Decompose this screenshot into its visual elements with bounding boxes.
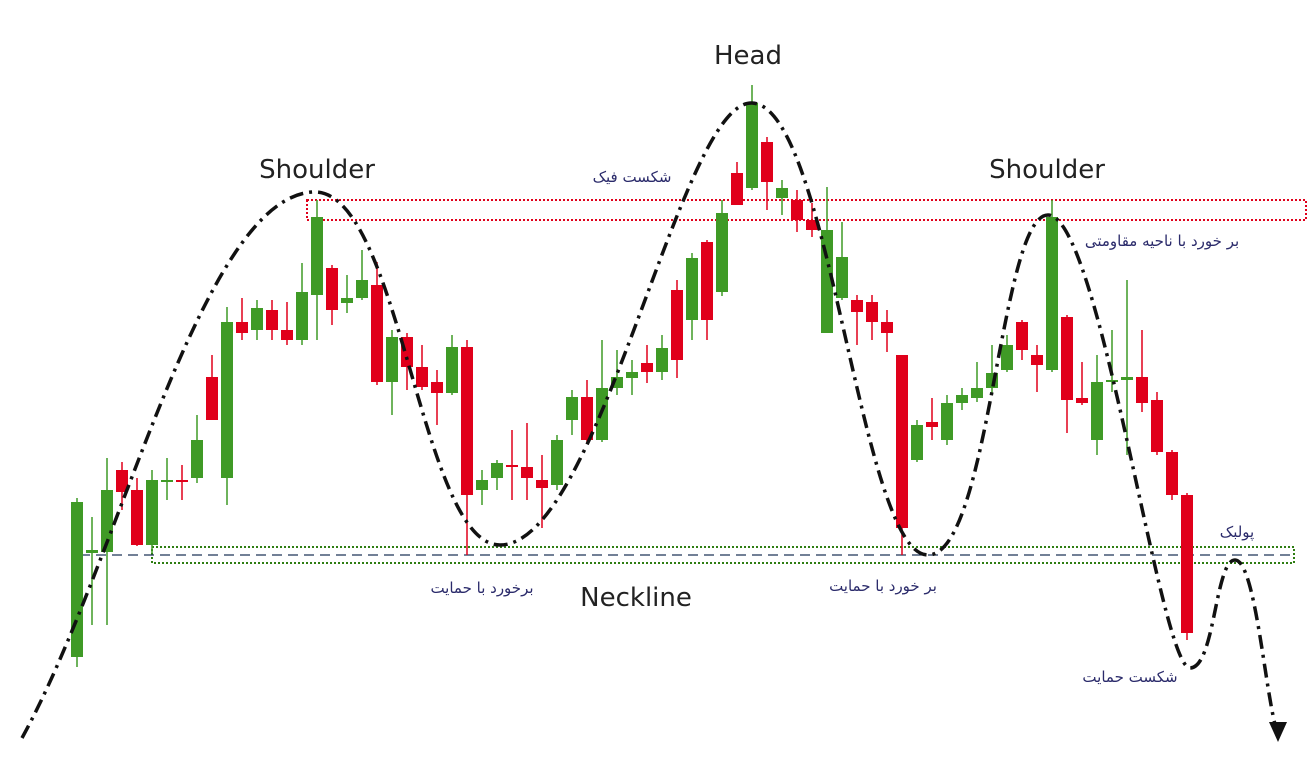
candle-body [1001,345,1013,370]
shoulder-label: Shoulder [259,155,375,185]
candle-body [1151,400,1163,452]
candle-body [476,480,488,490]
head-label: Head [714,41,782,71]
candle-body [521,467,533,478]
shoulder-label: Shoulder [989,155,1105,185]
candle-body [371,285,383,382]
candle-body [146,480,158,545]
resistance-touch-label: بر خورد با ناحیه مقاومتی [1085,232,1239,250]
candle-body [791,200,803,220]
candle-body [491,463,503,478]
candle-body [746,103,758,188]
candle-body [656,348,668,372]
candle-body [416,367,428,387]
candle-body [581,397,593,440]
candle-body [116,470,128,492]
candle-body [911,425,923,460]
candle-body [776,188,788,198]
candle-body [806,220,818,230]
candle-body [536,480,548,488]
candle-body [161,480,173,482]
candle-body [206,377,218,420]
candle-body [851,300,863,312]
candle-body [131,490,143,545]
candle-body [731,173,743,205]
candle-body [881,322,893,333]
candles [71,85,1193,667]
candle-body [1106,380,1118,382]
candle-body [716,213,728,292]
candle-body [341,298,353,303]
candle-body [1061,317,1073,400]
candle-body [266,310,278,330]
candle-body [431,382,443,393]
candle-body [326,268,338,310]
candle-body [101,490,113,552]
candle-body [566,397,578,420]
support-touch-label: برخورد با حمایت [430,579,533,597]
candle-body [626,372,638,378]
candle-body [1091,382,1103,440]
candle-body [551,440,563,485]
candle-body [971,388,983,398]
candle-body [1031,355,1043,365]
candle-body [641,363,653,372]
candle-body [296,292,308,340]
candle-body [701,242,713,320]
candle-body [176,480,188,482]
candle-body [191,440,203,478]
candle-body [671,290,683,360]
candle-body [236,322,248,333]
pattern-curve [20,101,1278,739]
candle-body [251,308,263,330]
candle-body [356,280,368,298]
candle-body [506,465,518,467]
candle-body [1166,452,1178,495]
candle-body [866,302,878,322]
candle-body [1136,377,1148,403]
candle-body [1076,398,1088,403]
arrow-head [1269,722,1287,742]
candle-body [461,347,473,495]
candle-body [311,217,323,295]
candle-body [1016,322,1028,350]
candle-body [1181,495,1193,633]
candle-body [86,550,98,553]
candle-body [446,347,458,393]
pullback-label: پولبک [1220,523,1254,542]
candle-body [836,257,848,298]
candle-body [941,403,953,440]
fake-break-label: شکست فیک [593,168,672,186]
candle-body [761,142,773,182]
candle-body [686,258,698,320]
candle-body [821,230,833,333]
candle-body [1046,217,1058,370]
resistance-zone [306,199,1307,221]
candle-body [956,395,968,403]
candle-body [611,377,623,388]
candle-body [386,337,398,382]
candle-body [1121,377,1133,380]
neckline-label: Neckline [580,583,692,613]
candle-body [221,322,233,478]
support-break-label: شکست حمایت [1082,668,1177,686]
candle-body [71,502,83,657]
zones [80,199,1307,564]
candle-body [926,422,938,427]
support-touch-label: بر خورد با حمایت [829,577,937,595]
candle-body [281,330,293,340]
candle-body [896,355,908,528]
